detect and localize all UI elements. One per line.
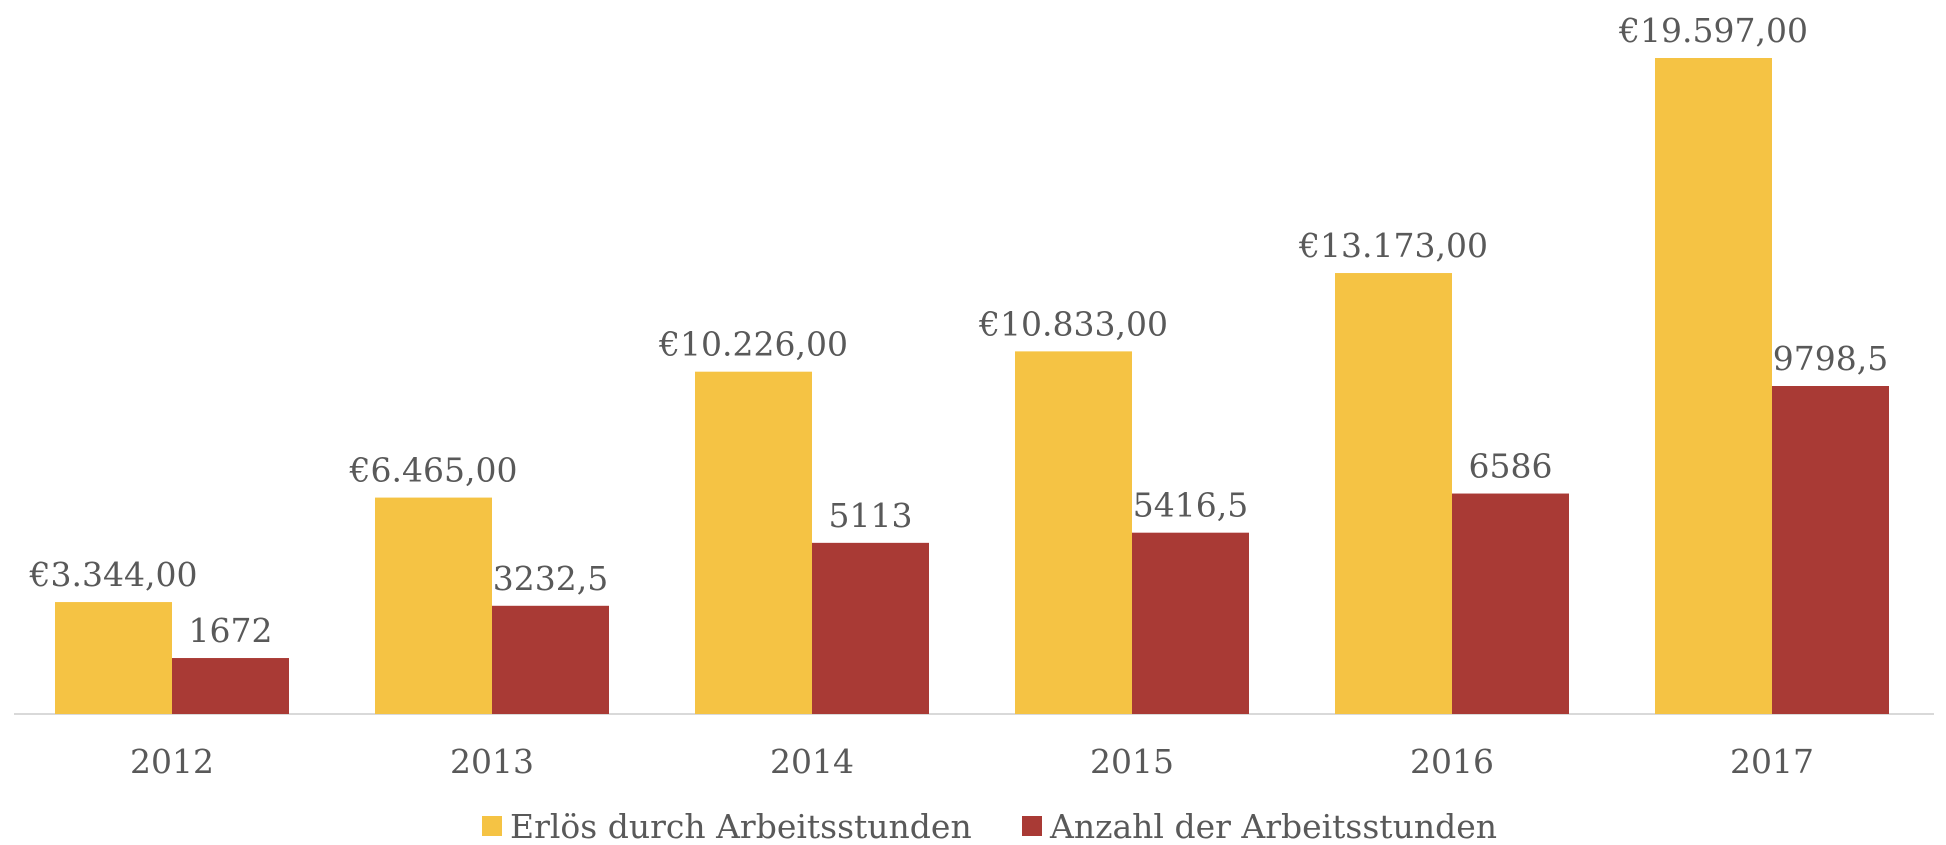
bar <box>492 605 609 714</box>
value-label: 3232,5 <box>493 559 608 598</box>
bar <box>1655 58 1772 714</box>
bar <box>55 602 172 714</box>
x-tick-label: 2017 <box>1730 742 1814 781</box>
bar <box>375 497 492 714</box>
bar <box>1772 386 1889 714</box>
legend-label: Anzahl der Arbeitsstunden <box>1049 807 1497 845</box>
x-tick-label: 2016 <box>1410 742 1494 781</box>
value-label: €10.226,00 <box>658 325 848 364</box>
value-label: €13.173,00 <box>1298 226 1488 265</box>
bar <box>172 658 289 714</box>
legend-label: Erlös durch Arbeitsstunden <box>510 807 972 845</box>
x-tick-label: 2013 <box>450 742 534 781</box>
bar <box>1132 532 1249 714</box>
bar <box>1335 273 1452 714</box>
x-tick-label: 2012 <box>130 742 214 781</box>
legend-swatch <box>482 816 502 836</box>
legend-swatch <box>1022 816 1042 836</box>
bar <box>812 542 929 714</box>
value-label: €19.597,00 <box>1618 11 1808 50</box>
value-label: 6586 <box>1469 447 1553 486</box>
value-label: 9798,5 <box>1773 339 1888 378</box>
value-label: 1672 <box>189 611 273 650</box>
value-label: €3.344,00 <box>29 555 198 594</box>
value-label: €6.465,00 <box>349 451 518 490</box>
bar <box>1452 493 1569 714</box>
x-tick-label: 2015 <box>1090 742 1174 781</box>
x-tick-label: 2014 <box>770 742 854 781</box>
bar <box>1015 351 1132 714</box>
value-label: 5113 <box>829 496 913 535</box>
bar <box>695 371 812 714</box>
value-label: 5416,5 <box>1133 486 1248 525</box>
value-label: €10.833,00 <box>978 304 1168 343</box>
